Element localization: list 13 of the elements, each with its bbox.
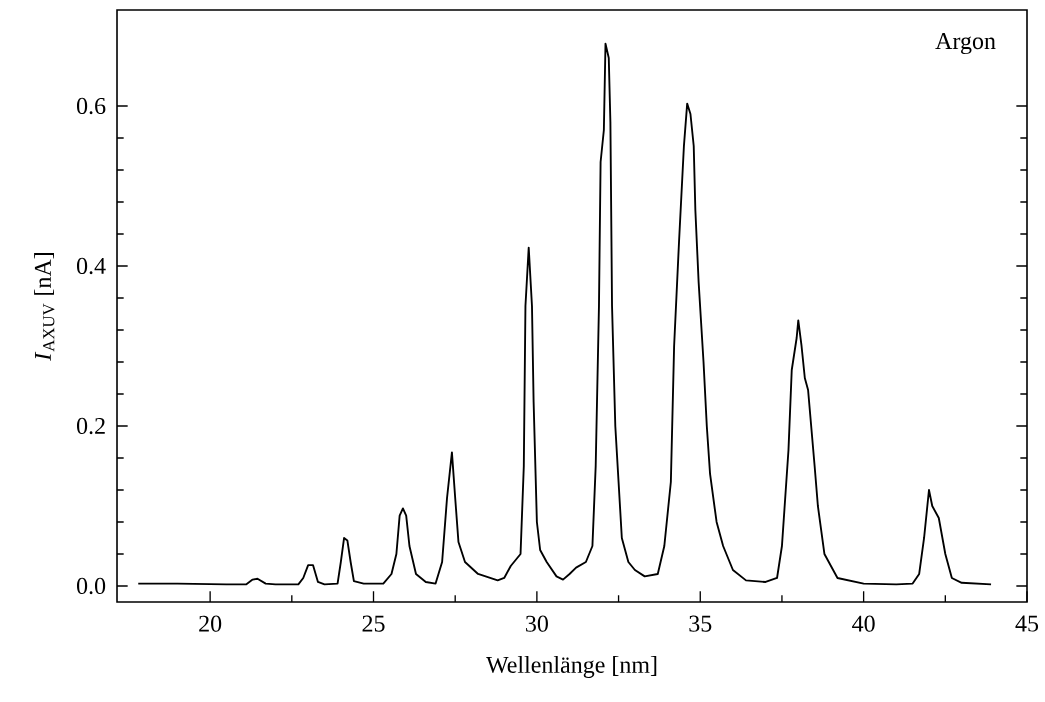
y-axis-title: I$_{AXUV}$ [nA] <box>34 253 55 361</box>
x-tick-label: 35 <box>689 615 712 632</box>
y-tick-label: 0.6 <box>77 97 106 115</box>
y-tick-label: 0.4 <box>77 257 106 275</box>
x-tick-label: 45 <box>1015 615 1039 632</box>
x-tick-label: 40 <box>852 615 875 632</box>
annotation: Argon <box>935 33 996 55</box>
x-axis-title: Wellenlänge [nm] <box>486 656 657 678</box>
x-tick-label: 25 <box>362 615 385 632</box>
x-tick-label: 30 <box>526 615 548 632</box>
x-tick-label: 20 <box>199 615 222 632</box>
y-tick-label: 0.2 <box>77 417 105 435</box>
y-tick-label: 0.0 <box>77 577 106 595</box>
